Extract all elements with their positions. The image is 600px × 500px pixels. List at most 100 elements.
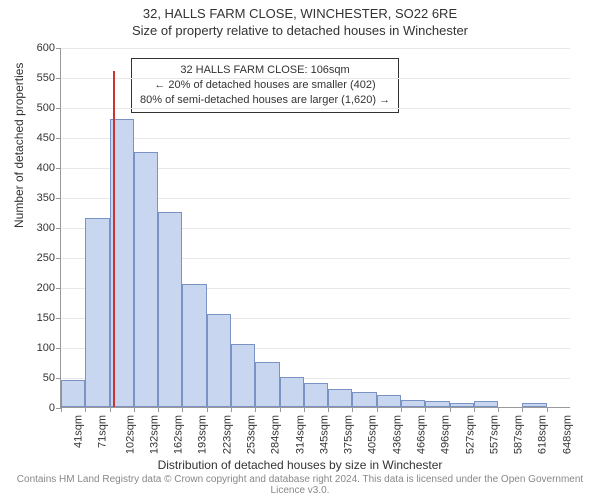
plot-area: 32 HALLS FARM CLOSE: 106sqm ← 20% of det… xyxy=(60,48,570,408)
xtick-label: 41sqm xyxy=(73,415,85,448)
xtick-label: 466sqm xyxy=(416,415,428,454)
xtick-label: 375sqm xyxy=(343,415,355,454)
xtick-label: 223sqm xyxy=(221,415,233,454)
ytick-label: 450 xyxy=(37,132,55,144)
ytick-mark xyxy=(56,348,61,349)
ytick-label: 300 xyxy=(37,222,55,234)
annotation-box: 32 HALLS FARM CLOSE: 106sqm ← 20% of det… xyxy=(131,58,399,113)
x-axis-label: Distribution of detached houses by size … xyxy=(0,458,600,472)
histogram-bar xyxy=(377,395,401,407)
chart-area: 32 HALLS FARM CLOSE: 106sqm ← 20% of det… xyxy=(60,48,570,408)
xtick-label: 193sqm xyxy=(197,415,209,454)
xtick-mark xyxy=(328,407,329,412)
ytick-mark xyxy=(56,78,61,79)
ytick-label: 550 xyxy=(37,72,55,84)
histogram-bar xyxy=(304,383,328,407)
xtick-mark xyxy=(547,407,548,412)
ytick-mark xyxy=(56,378,61,379)
xtick-mark xyxy=(61,407,62,412)
xtick-mark xyxy=(401,407,402,412)
xtick-mark xyxy=(304,407,305,412)
chart-title-block: 32, HALLS FARM CLOSE, WINCHESTER, SO22 6… xyxy=(0,0,600,38)
xtick-mark xyxy=(450,407,451,412)
xtick-label: 648sqm xyxy=(561,415,573,454)
xtick-mark xyxy=(182,407,183,412)
xtick-mark xyxy=(522,407,523,412)
xtick-label: 527sqm xyxy=(464,415,476,454)
ytick-label: 400 xyxy=(37,162,55,174)
histogram-bar xyxy=(474,401,498,407)
xtick-label: 405sqm xyxy=(367,415,379,454)
xtick-label: 496sqm xyxy=(440,415,452,454)
histogram-bar xyxy=(61,380,85,407)
xtick-label: 162sqm xyxy=(173,415,185,454)
ytick-mark xyxy=(56,228,61,229)
ytick-label: 250 xyxy=(37,252,55,264)
xtick-label: 587sqm xyxy=(513,415,525,454)
annotation-line-3: 80% of semi-detached houses are larger (… xyxy=(140,93,390,108)
histogram-bar xyxy=(401,400,425,407)
xtick-mark xyxy=(352,407,353,412)
ytick-label: 0 xyxy=(49,402,55,414)
title-subtitle: Size of property relative to detached ho… xyxy=(0,23,600,38)
xtick-mark xyxy=(134,407,135,412)
annotation-line-2: ← 20% of detached houses are smaller (40… xyxy=(140,78,390,93)
xtick-label: 253sqm xyxy=(246,415,258,454)
ytick-mark xyxy=(56,108,61,109)
gridline xyxy=(61,108,570,109)
xtick-mark xyxy=(498,407,499,412)
footer-attribution: Contains HM Land Registry data © Crown c… xyxy=(0,474,600,496)
histogram-bar xyxy=(450,403,474,407)
ytick-label: 500 xyxy=(37,102,55,114)
xtick-mark xyxy=(85,407,86,412)
histogram-bar xyxy=(280,377,304,407)
histogram-bar xyxy=(255,362,279,407)
histogram-bar xyxy=(158,212,182,407)
xtick-mark xyxy=(280,407,281,412)
histogram-bar xyxy=(207,314,231,407)
ytick-label: 200 xyxy=(37,282,55,294)
xtick-mark xyxy=(158,407,159,412)
xtick-mark xyxy=(110,407,111,412)
ytick-mark xyxy=(56,198,61,199)
histogram-bar xyxy=(352,392,376,407)
xtick-label: 618sqm xyxy=(537,415,549,454)
xtick-mark xyxy=(231,407,232,412)
histogram-bar xyxy=(231,344,255,407)
ytick-mark xyxy=(56,258,61,259)
histogram-bar xyxy=(85,218,109,407)
ytick-mark xyxy=(56,168,61,169)
xtick-label: 314sqm xyxy=(294,415,306,454)
xtick-label: 102sqm xyxy=(124,415,136,454)
gridline xyxy=(61,78,570,79)
annotation-line-1: 32 HALLS FARM CLOSE: 106sqm xyxy=(140,63,390,78)
ytick-label: 350 xyxy=(37,192,55,204)
xtick-mark xyxy=(474,407,475,412)
ytick-label: 50 xyxy=(43,372,55,384)
xtick-label: 284sqm xyxy=(270,415,282,454)
histogram-bar xyxy=(182,284,206,407)
y-axis-label: Number of detached properties xyxy=(12,63,26,228)
property-marker-line xyxy=(113,71,115,407)
xtick-mark xyxy=(207,407,208,412)
xtick-label: 132sqm xyxy=(148,415,160,454)
gridline xyxy=(61,138,570,139)
histogram-bar xyxy=(425,401,449,407)
histogram-bar xyxy=(134,152,158,407)
ytick-mark xyxy=(56,288,61,289)
ytick-label: 150 xyxy=(37,312,55,324)
ytick-mark xyxy=(56,48,61,49)
ytick-label: 600 xyxy=(37,42,55,54)
xtick-mark xyxy=(425,407,426,412)
ytick-label: 100 xyxy=(37,342,55,354)
histogram-bar xyxy=(328,389,352,407)
xtick-label: 557sqm xyxy=(488,415,500,454)
xtick-label: 345sqm xyxy=(318,415,330,454)
xtick-mark xyxy=(255,407,256,412)
ytick-mark xyxy=(56,318,61,319)
xtick-mark xyxy=(377,407,378,412)
gridline xyxy=(61,48,570,49)
xtick-label: 436sqm xyxy=(391,415,403,454)
xtick-label: 71sqm xyxy=(97,415,109,448)
histogram-bar xyxy=(522,403,546,407)
